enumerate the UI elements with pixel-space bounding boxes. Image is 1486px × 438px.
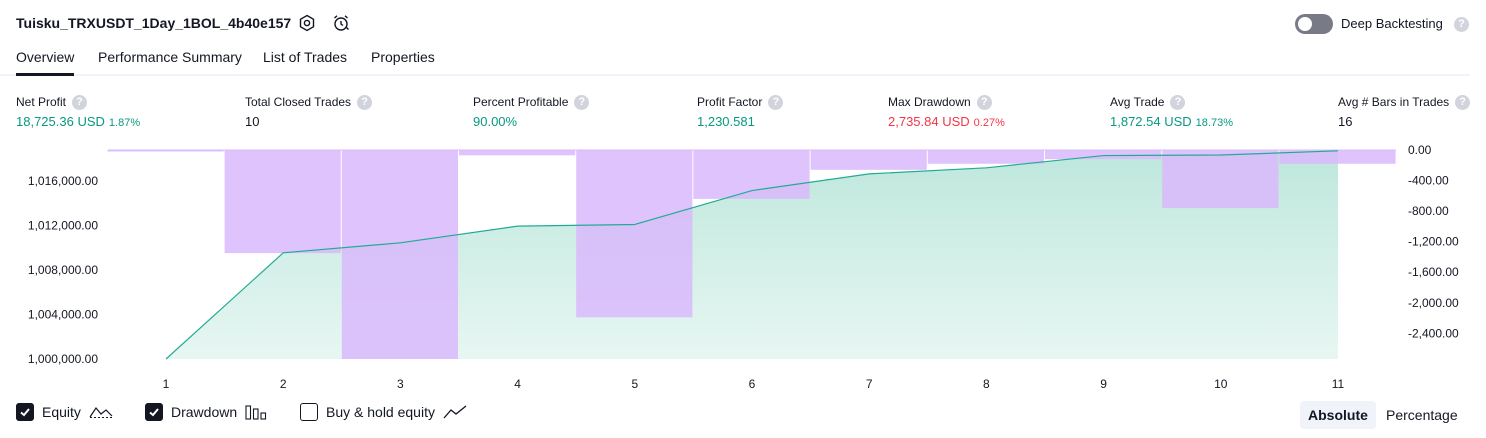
drawdown-label: Drawdown [171,404,238,420]
metric-percent: 1.87% [108,117,141,129]
legend-drawdown[interactable]: Drawdown [145,403,267,421]
drawdown-bar[interactable] [1279,150,1396,164]
right-axis-tick-label: -1,200.00 [1408,235,1459,249]
x-axis-tick-label: 11 [1332,377,1345,391]
strategy-title: Tuisku_TRXUSDT_1Day_1BOL_4b40e157 [16,15,292,31]
x-axis-tick-label: 10 [1214,377,1228,391]
metric-label: Net Profit [16,95,67,109]
drawdown-bar[interactable] [927,150,1044,164]
deep-backtesting-toggle[interactable] [1295,14,1333,34]
metric-value: 18,725.36 USD [16,114,105,129]
left-axis-tick-label: 1,016,000.00 [28,174,98,188]
left-axis-tick-label: 1,000,000.00 [28,352,98,366]
left-axis-tick-label: 1,004,000.00 [28,308,98,322]
chart-svg[interactable]: 1,000,000.00 1,004,000.00 1,008,000.00 1,01… [0,140,1486,395]
metric-value: 1,872.54 USD [1110,114,1192,129]
drawdown-bar[interactable] [107,150,224,152]
x-axis-tick-label: 3 [397,377,404,391]
drawdown-bar[interactable] [810,150,927,170]
metric-label: Avg Trade [1110,95,1165,109]
drawdown-bar[interactable] [693,150,810,199]
legend-equity[interactable]: Equity [16,403,113,421]
metric-value: 10 [245,114,260,129]
drawdown-bar[interactable] [1162,150,1279,209]
metric-profit-factor: Profit Factor? 1,230.581 [697,94,784,129]
help-icon[interactable]: ? [72,94,88,110]
x-axis-tick-label: 6 [749,377,756,391]
metric-max-drawdown: Max Drawdown? 2,735.84 USD 0.27% [888,94,1005,129]
drawdown-bar[interactable] [341,150,458,359]
tab-performance-summary[interactable]: Performance Summary [98,49,242,65]
right-axis-tick-label: -800.00 [1408,204,1449,218]
metric-net-profit: Net Profit? 18,725.36 USD 1.87% [16,94,140,129]
help-icon[interactable]: ? [768,94,784,110]
metric-value: 2,735.84 USD [888,114,970,129]
alarm-clock-icon[interactable] [331,13,351,33]
drawdown-bar[interactable] [224,150,341,254]
report-header: Tuisku_TRXUSDT_1Day_1BOL_4b40e157 Deep B… [0,0,1486,46]
x-axis-tick-label: 4 [514,377,521,391]
drawdown-bars-icon [245,405,267,420]
metric-avg-bars-in-trades: Avg # Bars in Trades? 16 [1338,94,1471,129]
help-icon[interactable]: ? [574,94,590,110]
drawdown-bar[interactable] [1045,150,1162,160]
metric-total-closed-trades: Total Closed Trades? 10 [245,94,373,129]
metric-percent: 0.27% [973,117,1005,129]
x-axis-tick-label: 2 [280,377,287,391]
buy-hold-label: Buy & hold equity [326,404,435,420]
absolute-toggle-button[interactable]: Absolute [1300,401,1376,429]
right-axis-tick-label: -400.00 [1408,174,1449,188]
x-axis-tick-label: 7 [866,377,873,391]
x-axis-tick-label: 1 [163,377,170,391]
left-axis-tick-label: 1,008,000.00 [28,263,98,277]
drawdown-bar[interactable] [459,150,576,156]
equity-checkbox[interactable] [16,403,34,421]
left-axis-tick-label: 1,012,000.00 [28,219,98,233]
metric-percent: 18.73% [1195,117,1233,129]
metric-value: 90.00% [473,114,518,129]
equity-label: Equity [42,404,81,420]
metric-label: Percent Profitable [473,95,569,109]
help-icon[interactable]: ? [1454,17,1469,32]
deep-backtesting-label: Deep Backtesting [1341,16,1443,31]
metric-value: 16 [1338,114,1353,129]
metric-label: Avg # Bars in Trades [1338,95,1450,109]
settings-gear-icon[interactable] [297,13,317,33]
tab-overview[interactable]: Overview [16,49,75,76]
buy-hold-checkbox[interactable] [300,403,318,421]
buy-hold-line-icon [443,405,467,419]
equity-area [166,150,1338,359]
help-icon[interactable]: ? [1455,94,1471,110]
metric-label: Profit Factor [697,95,763,109]
drawdown-checkbox[interactable] [145,403,163,421]
toggle-knob [1298,17,1312,31]
x-axis-tick-label: 9 [1100,377,1107,391]
tab-list-of-trades[interactable]: List of Trades [263,49,348,65]
right-axis-tick-label: -2,400.00 [1408,326,1459,340]
help-icon[interactable]: ? [357,94,373,110]
help-icon[interactable]: ? [1170,94,1186,110]
tab-properties[interactable]: Properties [371,49,435,65]
right-axis-tick-label: -2,000.00 [1408,296,1459,310]
equity-drawdown-chart[interactable]: 1,000,000.00 1,004,000.00 1,008,000.00 1,01… [0,140,1486,395]
right-axis-tick-label: 0.00 [1408,143,1432,157]
equity-line-icon [89,406,113,418]
metric-value: 1,230.581 [697,114,755,129]
metric-label: Total Closed Trades [245,95,352,109]
help-icon[interactable]: ? [976,94,992,110]
metric-percent-profitable: Percent Profitable? 90.00% [473,94,590,129]
x-axis-tick-label: 5 [631,377,638,391]
legend-buy-hold[interactable]: Buy & hold equity [300,403,467,421]
percentage-toggle-button[interactable]: Percentage [1386,407,1458,423]
equity-line[interactable] [165,150,1339,360]
drawdown-bar[interactable] [576,150,693,318]
x-axis-tick-label: 8 [983,377,990,391]
metric-avg-trade: Avg Trade? 1,872.54 USD 18.73% [1110,94,1233,129]
report-tabs: Overview Performance Summary List of Tra… [0,46,1470,76]
metric-label: Max Drawdown [888,95,971,109]
right-axis-tick-label: -1,600.00 [1408,265,1459,279]
